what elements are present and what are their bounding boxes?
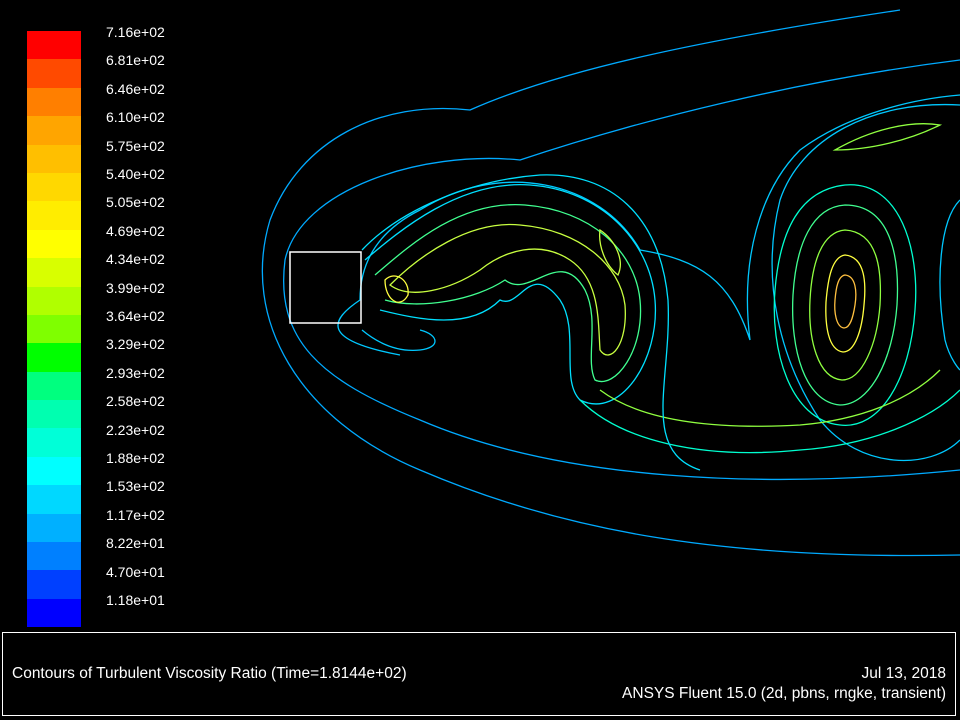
contour-line (832, 123, 943, 151)
contour-line (579, 389, 960, 454)
colorbar-tick-label: 5.75e+02 (106, 137, 165, 154)
colorbar-tick-label: 1.17e+02 (106, 506, 165, 523)
colorbar-tick-label: 8.22e+01 (106, 535, 165, 552)
colorbar-swatch (27, 201, 81, 230)
colorbar-tick-label: 6.10e+02 (106, 109, 165, 126)
colorbar-swatch (27, 343, 81, 372)
plot-title: Contours of Turbulent Viscosity Ratio (T… (12, 665, 407, 682)
colorbar-swatch (27, 229, 81, 259)
colorbar-tick-label: 4.70e+01 (106, 563, 165, 580)
colorbar-swatch (27, 513, 81, 543)
colorbar-tick-label: 4.34e+02 (106, 251, 165, 268)
colorbar-tick-label: 1.88e+02 (106, 450, 165, 466)
colorbar-tick-label: 5.40e+02 (106, 166, 165, 182)
colorbar-swatch (27, 286, 81, 315)
colorbar-swatch (27, 172, 81, 202)
contour-line (599, 228, 621, 277)
colorbar-swatch (27, 542, 81, 571)
contour-line (384, 275, 409, 303)
contour-line (283, 59, 960, 480)
colorbar-swatch (27, 428, 81, 457)
contour-line (364, 184, 657, 405)
contour-line (599, 369, 941, 427)
contour-line (374, 204, 642, 383)
colorbar-swatch (27, 400, 81, 429)
colorbar-swatch (27, 258, 81, 287)
colorbar-tick-label: 2.93e+02 (106, 364, 165, 381)
info-panel: Contours of Turbulent Viscosity Ratio (T… (2, 632, 956, 716)
contour-line (361, 329, 436, 351)
contour-line (939, 199, 960, 371)
colorbar-tick-label: 6.46e+02 (106, 80, 165, 97)
colorbar-tick-label: 6.81e+02 (106, 52, 165, 69)
colorbar-swatch (27, 456, 81, 486)
contour-line (791, 204, 899, 406)
contour-line (825, 254, 866, 353)
contour-line (773, 184, 917, 426)
colorbar-tick-label: 1.18e+01 (106, 592, 165, 608)
colorbar-swatch (27, 87, 81, 117)
contour-line (389, 223, 626, 356)
contour-line (337, 94, 960, 356)
contour-line (771, 103, 960, 462)
colorbar-swatch (27, 598, 81, 628)
colorbar-swatch (27, 570, 81, 599)
colorbar-swatch (27, 116, 81, 145)
contour-line (261, 9, 960, 557)
square-cylinder (289, 251, 362, 324)
software-info: ANSYS Fluent 15.0 (2d, pbns, rngke, tran… (622, 685, 946, 702)
colorbar-tick-label: 3.29e+02 (106, 336, 165, 353)
colorbar-tick-label: 5.05e+02 (106, 194, 165, 211)
colorbar-tick-label: 1.53e+02 (106, 478, 165, 495)
contour-line (809, 229, 882, 381)
colorbar-tick-label: 7.16e+02 (106, 24, 165, 40)
colorbar-swatch (27, 59, 81, 88)
graphics-viewport[interactable]: 7.16e+02 6.81e+02 6.46e+02 6.10e+02 5.75e+02… (0, 0, 960, 630)
colorbar-scale (27, 31, 81, 628)
colorbar-swatch (27, 314, 81, 344)
colorbar-swatch (27, 371, 81, 401)
contour-plot (261, 9, 960, 557)
colorbar-swatch (27, 31, 81, 60)
contour-line (834, 274, 857, 329)
colorbar-tick-label: 3.99e+02 (106, 279, 165, 296)
colorbar-swatch (27, 144, 81, 173)
plot-date: Jul 13, 2018 (861, 665, 946, 682)
colorbar-tick-label: 2.58e+02 (106, 393, 165, 410)
colorbar-tick-label: 2.23e+02 (106, 421, 165, 438)
colorbar-tick-label: 3.64e+02 (106, 308, 165, 324)
colorbar-swatch (27, 485, 81, 514)
contour-line (361, 174, 701, 471)
colorbar-tick-label: 4.69e+02 (106, 222, 165, 239)
